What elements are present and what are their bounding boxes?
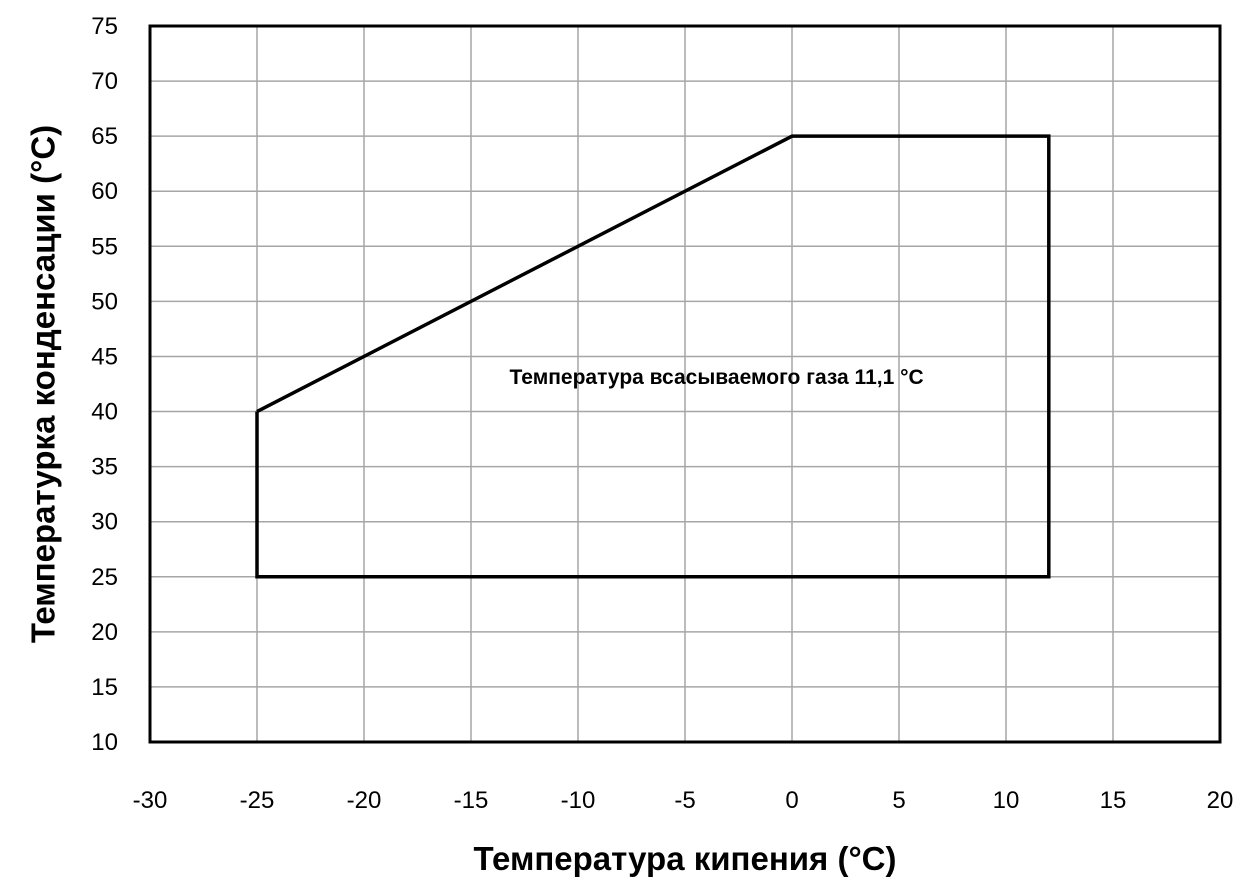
y-axis-title: Температурка конденсации (°C): [25, 125, 62, 643]
y-tick-label: 15: [91, 674, 118, 701]
y-axis-tick-labels: 10 15 20 25 30 35 40 45 50 55 60 65 70 75: [91, 13, 118, 756]
y-tick-label: 40: [91, 399, 118, 426]
y-tick-label: 70: [91, 68, 118, 95]
plot-area-frame: [148, 24, 1222, 744]
y-tick-label: 30: [91, 509, 118, 536]
y-tick-label: 25: [91, 564, 118, 591]
x-tick-label: -30: [133, 787, 168, 814]
y-tick-label: 45: [91, 343, 118, 370]
x-tick-label: -5: [674, 787, 695, 814]
y-tick-label: 35: [91, 454, 118, 481]
y-tick-label: 60: [91, 178, 118, 205]
x-tick-label: 20: [1207, 787, 1234, 814]
x-tick-label: 15: [1100, 787, 1127, 814]
y-tick-label: 50: [91, 288, 118, 315]
x-axis-tick-labels: -30 -25 -20 -15 -10 -5 0 5 10 15 20: [133, 787, 1234, 814]
y-tick-label: 20: [91, 619, 118, 646]
x-tick-label: 0: [785, 787, 798, 814]
x-tick-label: 10: [993, 787, 1020, 814]
y-tick-label: 55: [91, 233, 118, 260]
series-layer: [255, 134, 1051, 579]
x-tick-label: -15: [454, 787, 489, 814]
y-tick-label: 75: [91, 13, 118, 40]
y-tick-label: 10: [91, 729, 118, 756]
annotation-label: Температура всасываемого газа 11,1 °С: [510, 366, 924, 389]
x-axis-title: Температура кипения (°C): [474, 840, 897, 877]
series-line: [255, 134, 1051, 579]
y-tick-label: 65: [91, 123, 118, 150]
x-tick-label: -20: [347, 787, 382, 814]
x-tick-label: 5: [892, 787, 905, 814]
x-tick-label: -10: [561, 787, 596, 814]
x-tick-label: -25: [240, 787, 275, 814]
